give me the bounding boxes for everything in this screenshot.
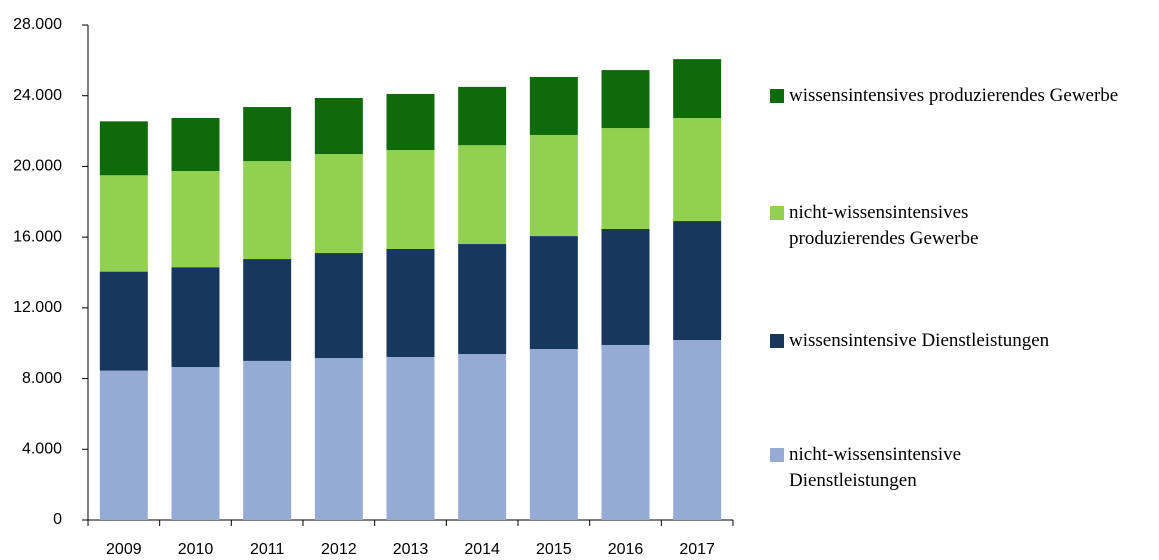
bar-segment: [243, 360, 292, 520]
x-tick-label: 2014: [464, 541, 500, 558]
y-tick-label: 8.000: [22, 370, 62, 387]
x-tick-label: 2011: [250, 541, 285, 558]
bar-segment: [673, 340, 722, 520]
bar-segment: [458, 86, 507, 146]
bar-segment: [529, 76, 578, 135]
x-tick-label: 2016: [608, 541, 644, 558]
legend-label: nicht-wissensintensive Dienstleistungen: [789, 444, 962, 491]
bar-segment: [458, 353, 507, 520]
y-tick-label: 4.000: [22, 441, 62, 458]
bar-segment: [243, 107, 292, 162]
bar-segment: [314, 253, 363, 359]
x-tick-label: 2013: [393, 541, 429, 558]
bar-segment: [99, 271, 148, 371]
bar-segment: [529, 236, 578, 350]
bar-segment: [601, 344, 650, 520]
y-tick-label: 0: [53, 511, 62, 528]
legend-label: wissensintensives produzierendes Gewerbe: [789, 85, 1119, 106]
bar-segment: [243, 161, 292, 260]
bar-segment: [314, 358, 363, 520]
bar-segment: [99, 175, 148, 272]
y-tick-label: 24.000: [13, 87, 62, 104]
legend-swatch: [770, 448, 784, 462]
x-tick-label: 2015: [536, 541, 572, 558]
bar-segment: [529, 134, 578, 237]
legend-label: nicht-wissensintensives produzierendes G…: [789, 202, 979, 249]
legend-label: wissensintensive Dienstleistungen: [789, 330, 1050, 351]
legend-item: nicht-wissensintensives produzierendes G…: [770, 200, 1089, 252]
bar-segment: [673, 221, 722, 341]
legend-swatch: [770, 89, 784, 103]
bar-segment: [386, 149, 435, 249]
bar-segment: [243, 259, 292, 361]
x-tick-label: 2009: [106, 541, 142, 558]
legend-swatch: [770, 206, 784, 220]
legend-item: wissensintensive Dienstleistungen: [770, 328, 1159, 354]
y-tick-label: 28.000: [13, 16, 62, 33]
bar-segment: [529, 349, 578, 520]
y-tick-label: 16.000: [13, 228, 62, 245]
bar-segment: [171, 171, 220, 268]
x-tick-label: 2010: [178, 541, 214, 558]
bar-segment: [458, 244, 507, 354]
bar-segment: [314, 98, 363, 155]
y-tick-label: 12.000: [13, 299, 62, 316]
bar-segment: [99, 370, 148, 520]
legend-item: nicht-wissensintensive Dienstleistungen: [770, 442, 1089, 494]
y-tick-label: 20.000: [13, 158, 62, 175]
bar-segment: [601, 70, 650, 129]
bar-segment: [601, 128, 650, 230]
bar-segment: [601, 229, 650, 345]
bar-segment: [458, 145, 507, 245]
bar-segment: [99, 121, 148, 176]
bar-segment: [386, 248, 435, 358]
bar-segment: [673, 59, 722, 118]
bar-segment: [314, 154, 363, 254]
x-tick-label: 2012: [321, 541, 357, 558]
bar-segment: [386, 93, 435, 150]
x-tick-label: 2017: [679, 541, 715, 558]
bar-segment: [171, 117, 220, 172]
bar-segment: [673, 117, 722, 222]
bar-segment: [171, 267, 220, 368]
legend-item: wissensintensives produzierendes Gewerbe: [770, 83, 1149, 109]
bar-segment: [171, 367, 220, 520]
legend-swatch: [770, 334, 784, 348]
bar-segment: [386, 357, 435, 520]
